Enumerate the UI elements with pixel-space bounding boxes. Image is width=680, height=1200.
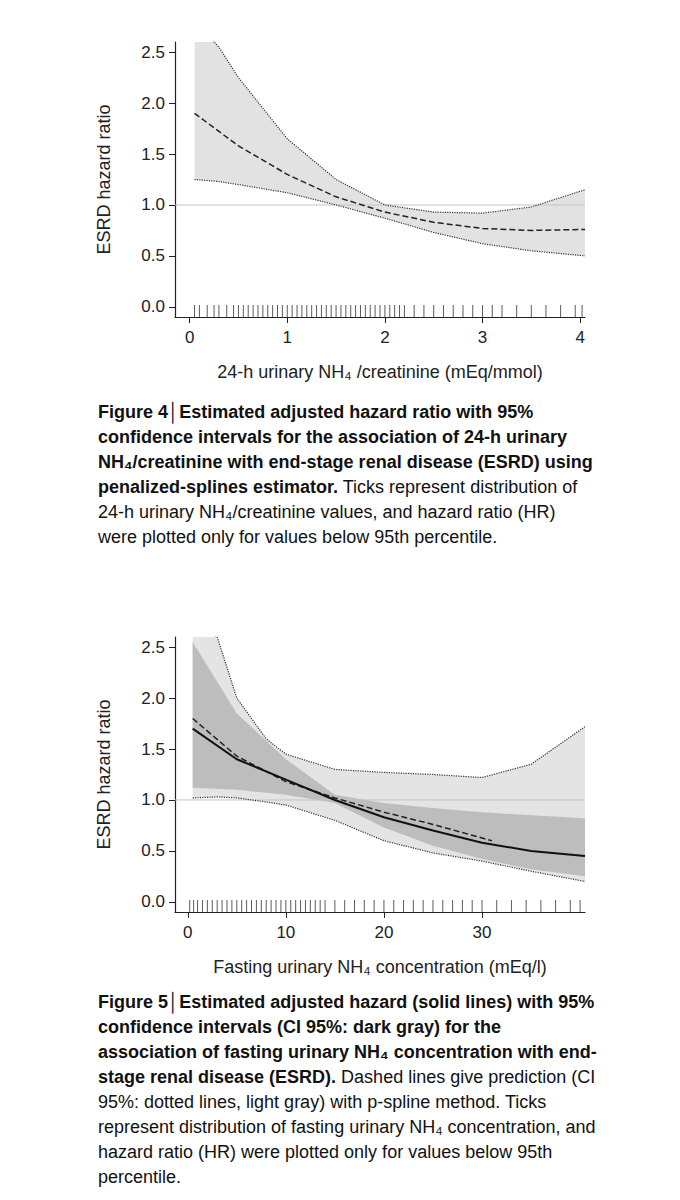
svg-text:3: 3 [478, 328, 487, 347]
svg-text:4: 4 [575, 328, 584, 347]
svg-text:2.5: 2.5 [141, 43, 165, 62]
svg-text:2.5: 2.5 [141, 638, 165, 657]
svg-text:ESRD hazard ratio: ESRD hazard ratio [94, 104, 114, 254]
svg-text:2: 2 [380, 328, 389, 347]
svg-text:10: 10 [276, 923, 295, 942]
svg-text:2.0: 2.0 [141, 689, 165, 708]
svg-text:0: 0 [183, 923, 192, 942]
svg-text:30: 30 [473, 923, 492, 942]
html-text:Figure 4│Estimated adjusted ha: Figure 4│Estimated adjusted hazard ratio… [98, 402, 593, 547]
svg-text:1: 1 [283, 328, 292, 347]
svg-text:1.5: 1.5 [141, 740, 165, 759]
svg-text:1.5: 1.5 [141, 145, 165, 164]
svg-text:0.0: 0.0 [141, 297, 165, 316]
svg-text:1.0: 1.0 [141, 195, 165, 214]
svg-text:24-h urinary NH₄ /creatinine (: 24-h urinary NH₄ /creatinine (mEq/mmol) [217, 362, 542, 382]
svg-text:ESRD hazard ratio: ESRD hazard ratio [94, 699, 114, 849]
html-text:Figure 5│Estimated adjusted ha: Figure 5│Estimated adjusted hazard (soli… [98, 992, 597, 1187]
svg-text:0.5: 0.5 [141, 246, 165, 265]
svg-text:0.0: 0.0 [141, 892, 165, 911]
svg-text:0.5: 0.5 [141, 841, 165, 860]
svg-text:1.0: 1.0 [141, 790, 165, 809]
svg-text:Fasting urinary NH₄ concentrat: Fasting urinary NH₄ concentration (mEq/l… [213, 957, 546, 977]
svg-text:20: 20 [374, 923, 393, 942]
svg-text:2.0: 2.0 [141, 94, 165, 113]
svg-text:0: 0 [185, 328, 194, 347]
